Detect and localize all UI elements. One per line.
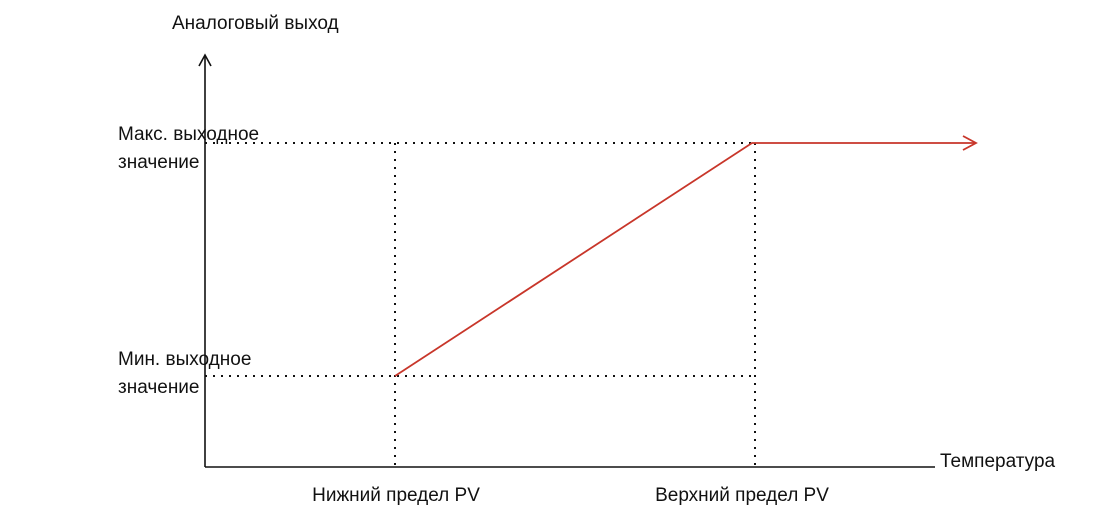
- output-curve: [394, 142, 975, 377]
- max-label: значение: [118, 152, 200, 173]
- max-label: Макс. выходное: [118, 124, 259, 145]
- upper-limit-label: Верхний предел PV: [655, 485, 829, 506]
- min-label: значение: [118, 377, 200, 398]
- y-axis-arrow: [198, 53, 212, 67]
- x-axis-label: Температура: [940, 451, 1056, 472]
- y-axis-label: Аналоговый выход: [172, 13, 339, 34]
- curve-arrow: [962, 135, 978, 151]
- lower-limit-label: Нижний предел PV: [312, 485, 480, 506]
- min-label: Мин. выходное: [118, 349, 251, 370]
